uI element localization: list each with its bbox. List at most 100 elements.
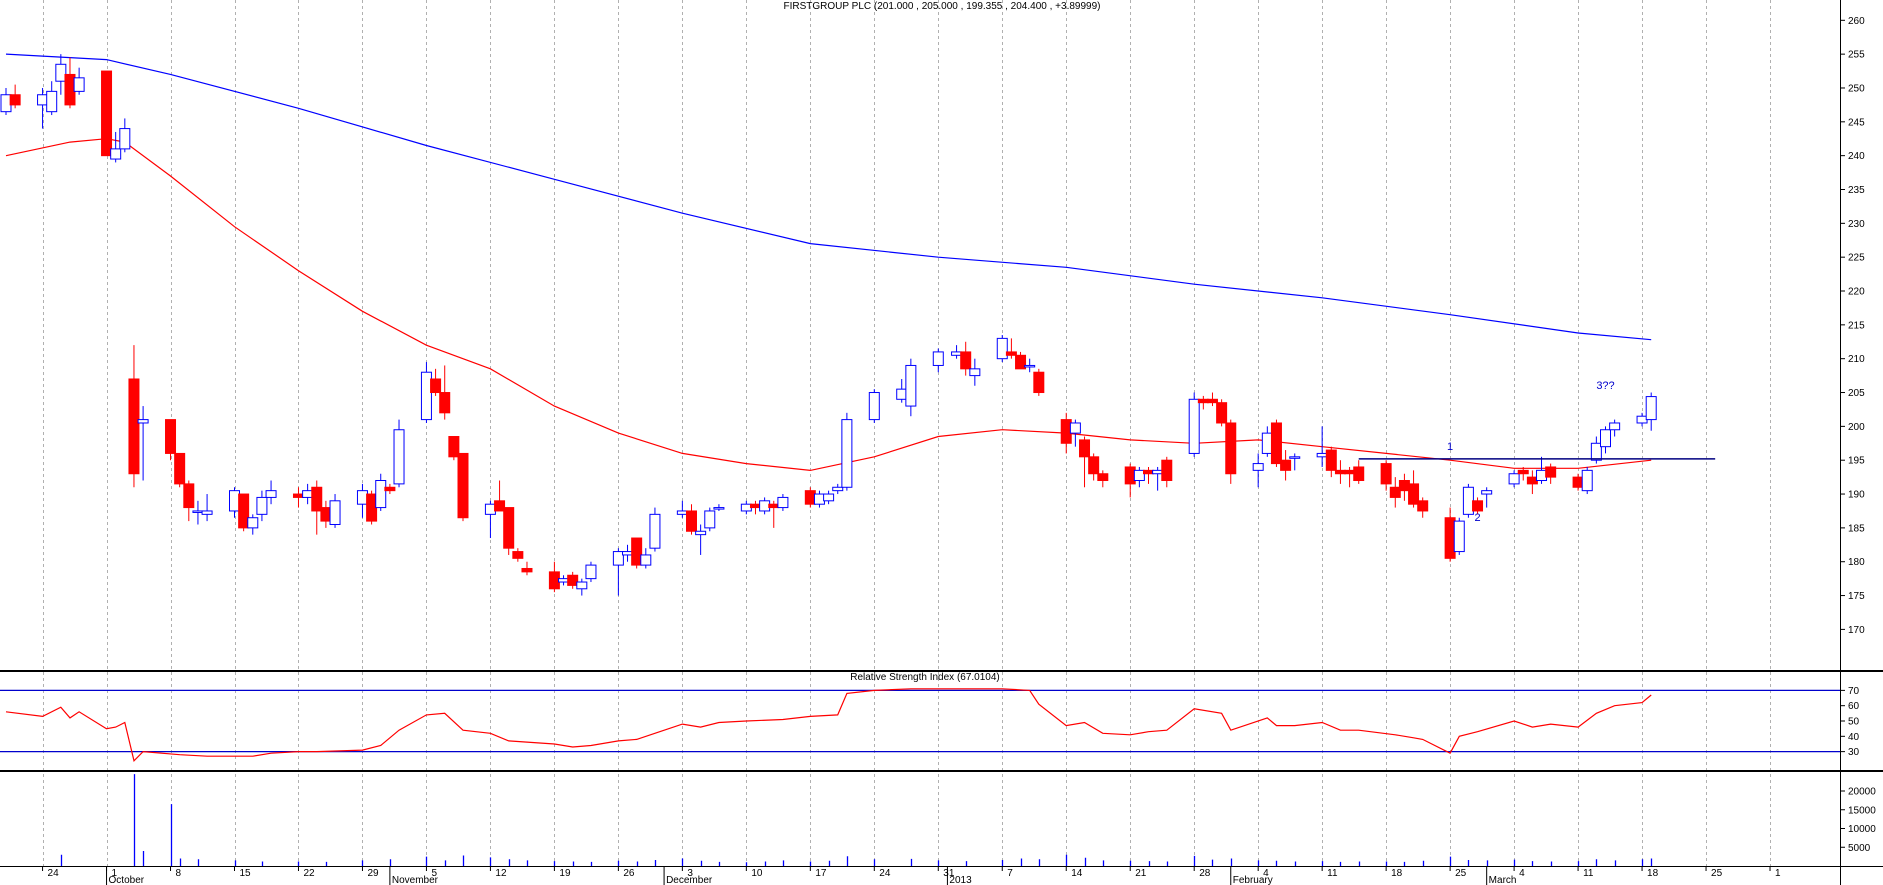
candle-body xyxy=(649,513,661,549)
candle-body xyxy=(1206,398,1218,404)
candlestick xyxy=(192,500,204,525)
candlestick xyxy=(1344,466,1356,488)
candlestick xyxy=(1270,419,1282,467)
candle-body xyxy=(174,452,186,485)
candle-body xyxy=(1462,486,1474,515)
date-tick-label: 22 xyxy=(303,868,315,879)
candle-body xyxy=(1060,419,1072,444)
candle-body xyxy=(1161,459,1173,482)
candlestick xyxy=(804,487,816,508)
candle-body xyxy=(1508,473,1520,485)
candle-body xyxy=(1024,364,1036,368)
candle-body xyxy=(55,63,67,82)
candlestick xyxy=(73,67,85,95)
candle-body xyxy=(1453,520,1465,553)
candlestick xyxy=(375,473,387,511)
candle-body xyxy=(1481,490,1493,495)
candlestick xyxy=(1472,497,1484,515)
candle-body xyxy=(759,500,771,512)
candlestick xyxy=(1325,446,1337,478)
candle-body xyxy=(841,419,853,488)
price-tick-label: 170 xyxy=(1848,625,1865,636)
candle-body xyxy=(503,507,515,549)
candle-body xyxy=(1344,469,1356,475)
candle-body xyxy=(320,507,332,522)
candlestick xyxy=(1133,466,1145,488)
price-tick-label: 205 xyxy=(1848,388,1865,399)
candlestick xyxy=(1380,460,1392,491)
candlestick xyxy=(430,368,442,396)
candle-body xyxy=(676,510,688,515)
candlestick xyxy=(1005,338,1017,359)
candlestick xyxy=(201,494,213,522)
candle-body xyxy=(1472,500,1484,512)
candle-body xyxy=(484,503,496,515)
candlestick xyxy=(951,345,963,359)
candlestick xyxy=(612,548,624,596)
candle-body xyxy=(1353,466,1365,482)
candlestick xyxy=(439,365,451,420)
candlestick xyxy=(46,81,58,116)
candlestick xyxy=(292,487,304,508)
candlestick xyxy=(1088,453,1100,481)
candle-body xyxy=(256,496,268,515)
moving-average-line xyxy=(5,138,1652,472)
candle-body xyxy=(631,537,643,566)
candlestick xyxy=(1069,419,1081,447)
candlestick xyxy=(1289,453,1301,471)
candlestick xyxy=(969,358,981,386)
candle-body xyxy=(137,419,149,424)
candlestick xyxy=(174,452,186,488)
candlestick xyxy=(1636,412,1648,427)
rsi-lines xyxy=(0,688,1840,762)
candle-body xyxy=(1517,469,1529,475)
date-tick-label: 21 xyxy=(1135,868,1147,879)
volume-tick-label: 10000 xyxy=(1848,824,1876,835)
candle-body xyxy=(1280,459,1292,471)
candlestick xyxy=(256,490,268,522)
rsi-tick-label: 70 xyxy=(1848,686,1860,697)
candlestick xyxy=(229,487,240,518)
candlestick xyxy=(1526,470,1538,495)
price-tick-label: 190 xyxy=(1848,490,1865,501)
candle-body xyxy=(1380,463,1392,485)
price-tick-label: 260 xyxy=(1848,16,1865,27)
candle-body xyxy=(1152,469,1164,475)
candle-body xyxy=(430,378,442,394)
date-axis: 24 1 8 15 22 29 5 12 19 26 3 10 17 24 31 7 14 21 28 4 11 18 25… xyxy=(42,866,1781,885)
price-tick-label: 175 xyxy=(1848,591,1865,602)
date-tick-label: 25 xyxy=(1711,868,1723,879)
candlestick xyxy=(302,483,314,505)
date-tick-label: 18 xyxy=(1647,868,1659,879)
candle-body xyxy=(1545,466,1557,478)
price-tick-label: 215 xyxy=(1848,320,1865,331)
candlestick xyxy=(329,494,341,528)
candlestick xyxy=(1517,466,1529,481)
candle-body xyxy=(777,496,789,509)
candle-body xyxy=(1389,486,1401,498)
price-chart-title: FIRSTGROUP PLC (201.000 , 205.000 , 199.… xyxy=(784,1,1101,12)
candle-body xyxy=(951,351,963,356)
candlestick xyxy=(393,419,405,488)
candle-body xyxy=(1590,442,1602,461)
candlestick xyxy=(841,412,853,491)
month-label: October xyxy=(109,875,145,885)
candle-body xyxy=(229,490,240,512)
date-tick-label: 11 xyxy=(1583,868,1594,879)
date-tick-label: 26 xyxy=(623,868,635,879)
candlestick xyxy=(119,118,131,153)
price-tick-label: 225 xyxy=(1848,253,1865,264)
candlestick xyxy=(548,561,560,593)
candlestick xyxy=(247,514,259,535)
volume-tick-label: 15000 xyxy=(1848,805,1876,816)
candle-body xyxy=(1316,452,1328,458)
candlestick xyxy=(457,452,469,522)
candlestick xyxy=(649,507,661,552)
price-axis: 170 175 180 185 190 195 200 205 210 215 220 225 230 2… xyxy=(1840,16,1865,636)
candlestick xyxy=(740,500,752,515)
candlestick xyxy=(1417,497,1429,518)
annotations: 1 2 3?? xyxy=(1447,380,1615,524)
candlestick xyxy=(494,480,506,512)
price-tick-label: 245 xyxy=(1848,117,1865,128)
candle-body xyxy=(996,337,1008,360)
